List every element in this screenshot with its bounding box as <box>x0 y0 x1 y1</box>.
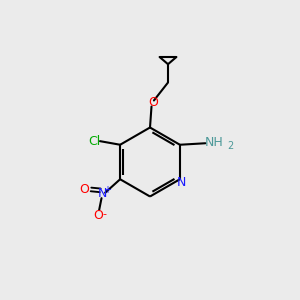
Text: +: + <box>103 185 112 195</box>
Text: O: O <box>94 209 103 222</box>
Text: Cl: Cl <box>88 135 100 148</box>
Text: 2: 2 <box>227 141 233 151</box>
Text: NH: NH <box>204 136 223 149</box>
Text: O: O <box>79 183 89 196</box>
Text: O: O <box>148 95 158 109</box>
Text: -: - <box>103 209 106 219</box>
Text: N: N <box>98 187 107 200</box>
Text: N: N <box>177 176 186 189</box>
